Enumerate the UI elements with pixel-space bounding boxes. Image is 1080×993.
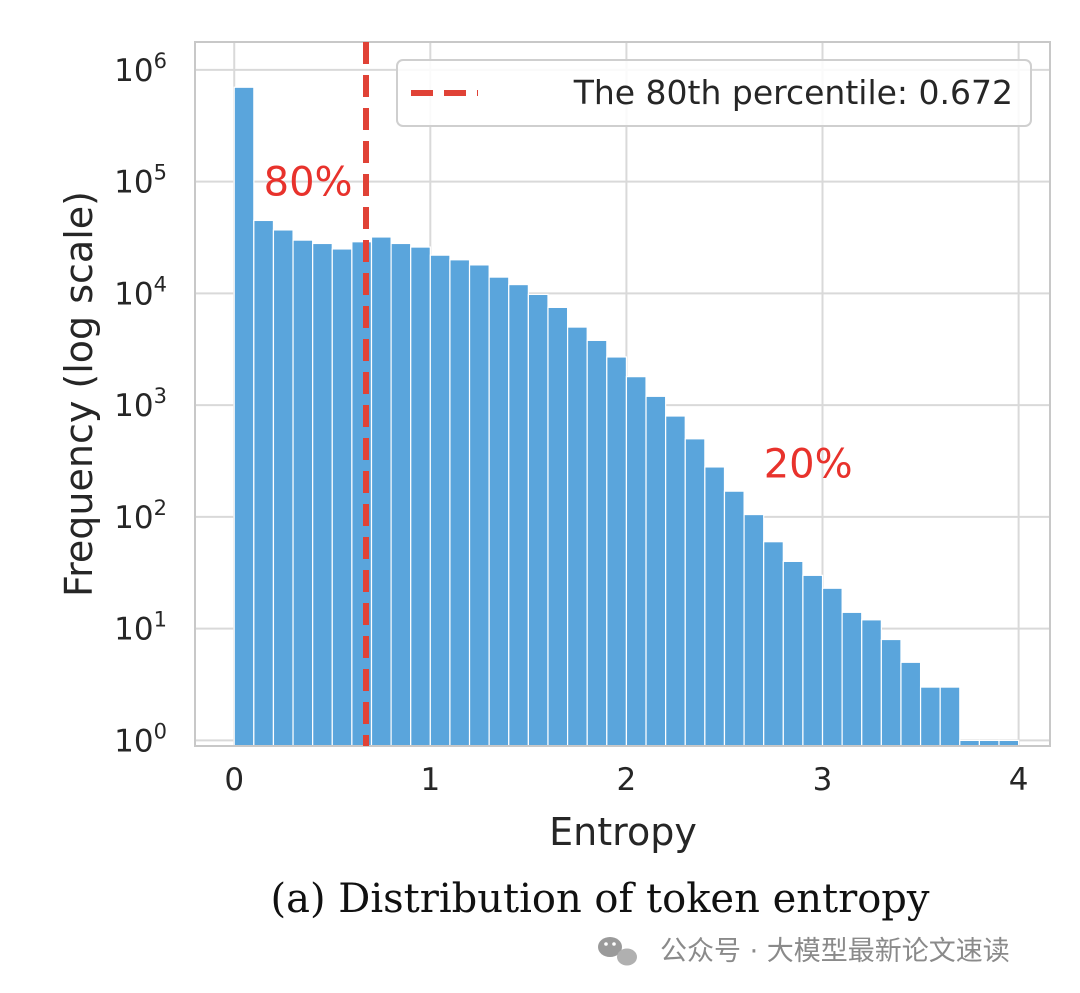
y-tick-label: 102	[114, 496, 167, 536]
histogram-bar	[508, 283, 529, 747]
y-axis-label: Frequency (log scale)	[57, 191, 101, 597]
histogram-bar	[292, 239, 314, 747]
histogram-bar	[723, 490, 745, 747]
histogram-bar	[625, 376, 647, 747]
histogram-bar	[645, 395, 667, 747]
histogram-bar	[802, 574, 824, 747]
histogram-bar	[606, 356, 628, 747]
x-tick-label: 4	[1009, 762, 1029, 798]
y-tick-label: 106	[114, 49, 167, 89]
histogram-bar	[468, 264, 490, 747]
histogram-bar	[919, 686, 941, 747]
legend-label: The 80th percentile: 0.672	[573, 73, 1013, 112]
x-tick-label: 3	[813, 762, 833, 798]
histogram-bar	[704, 466, 726, 747]
histogram-bar	[763, 541, 784, 747]
y-tick-label: 101	[114, 608, 167, 648]
histogram-bar	[390, 242, 412, 747]
histogram-bar	[253, 219, 275, 747]
histogram-bar	[370, 236, 392, 747]
histogram-bar	[586, 339, 608, 747]
x-axis-ticks: 0 1 2 3 4	[224, 762, 1028, 798]
y-axis-ticks: 100 101 102 103 104 105 106	[114, 49, 167, 759]
annotation-80-percent: 80%	[264, 160, 353, 206]
histogram-bar	[488, 276, 510, 747]
histogram-bar	[547, 306, 569, 747]
histogram-bar	[331, 248, 353, 747]
plot-area-frame	[194, 41, 1051, 747]
figure-caption: (a) Distribution of token entropy	[270, 876, 929, 922]
histogram-bar	[665, 415, 686, 747]
histogram-bar	[527, 293, 549, 747]
histogram-bar	[429, 254, 451, 747]
histogram-bar	[233, 86, 255, 747]
x-tick-label: 2	[617, 762, 637, 798]
watermark: 公众号 · 大模型最新论文速读	[598, 936, 1010, 967]
histogram-bar	[900, 661, 922, 747]
x-axis-label: Entropy	[549, 810, 697, 854]
legend-box	[396, 59, 1032, 127]
x-tick-label: 1	[420, 762, 440, 798]
histogram-bar	[684, 438, 706, 747]
x-tick-label: 0	[224, 762, 244, 798]
histogram-bar	[939, 686, 961, 747]
histogram-bar	[782, 560, 804, 747]
legend: The 80th percentile: 0.672	[396, 59, 1032, 127]
histogram-bar	[410, 246, 431, 747]
histogram-bar	[272, 229, 294, 747]
wechat-icon	[598, 937, 637, 966]
histogram-bars	[233, 86, 1020, 747]
histogram-bar	[841, 611, 863, 747]
histogram-bar	[880, 638, 902, 747]
histogram-bar	[743, 513, 765, 747]
y-tick-label: 105	[114, 161, 167, 201]
watermark-text: 公众号 · 大模型最新论文速读	[660, 936, 1010, 967]
y-tick-label: 103	[114, 384, 167, 424]
histogram-bar	[312, 242, 333, 747]
histogram-bar	[566, 326, 588, 747]
histogram-bar	[861, 619, 882, 747]
y-tick-label: 104	[114, 272, 167, 312]
histogram-bar	[449, 259, 471, 747]
y-tick-label: 100	[114, 719, 167, 759]
histogram-bar	[821, 587, 843, 747]
annotation-20-percent: 20%	[764, 442, 853, 488]
